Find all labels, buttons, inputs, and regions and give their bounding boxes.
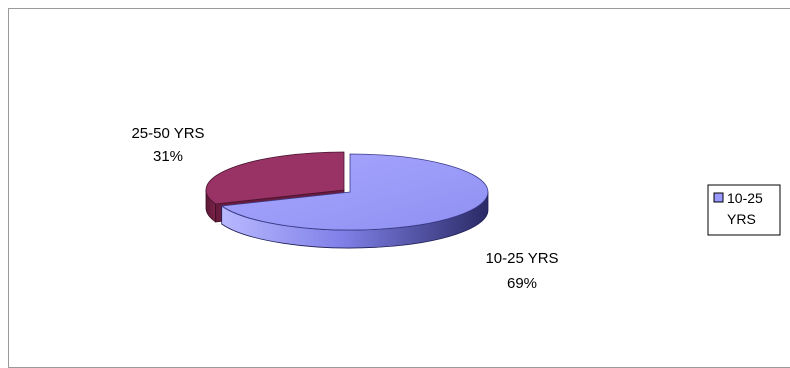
legend-swatch-10-25 bbox=[713, 192, 724, 203]
legend-entry-10-25-line2: YRS bbox=[727, 211, 756, 227]
legend-entry-10-25-line1: 10-25 bbox=[727, 190, 763, 206]
pie-slices bbox=[205, 151, 489, 249]
pie-slice-10-25 bbox=[220, 153, 489, 231]
legend: 10-25 YRS bbox=[707, 184, 781, 236]
slice-label-percent-25-50: 31% bbox=[153, 148, 183, 165]
slice-label-percent-10-25: 69% bbox=[507, 275, 537, 292]
pie-chart: 25-50 YRS 31% 10-25 YRS 69% 10-25 YRS bbox=[131, 125, 781, 292]
slice-label-category-10-25: 10-25 YRS bbox=[485, 250, 558, 267]
slice-label-category-25-50: 25-50 YRS bbox=[131, 125, 204, 142]
pie-slice-25-50 bbox=[205, 151, 345, 205]
